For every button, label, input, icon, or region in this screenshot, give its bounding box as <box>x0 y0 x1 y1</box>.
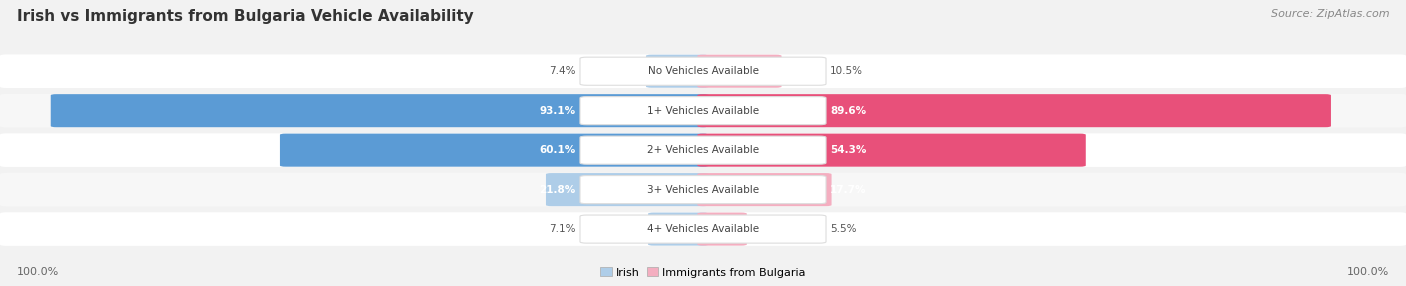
Text: No Vehicles Available: No Vehicles Available <box>648 66 758 76</box>
FancyBboxPatch shape <box>0 212 1406 246</box>
Text: 54.3%: 54.3% <box>830 145 866 155</box>
FancyBboxPatch shape <box>645 55 709 88</box>
FancyBboxPatch shape <box>697 212 747 246</box>
FancyBboxPatch shape <box>581 176 827 204</box>
Text: 1+ Vehicles Available: 1+ Vehicles Available <box>647 106 759 116</box>
FancyBboxPatch shape <box>581 215 827 243</box>
Text: 93.1%: 93.1% <box>540 106 576 116</box>
Text: 60.1%: 60.1% <box>540 145 576 155</box>
FancyBboxPatch shape <box>0 54 1406 88</box>
Text: 5.5%: 5.5% <box>830 224 856 234</box>
Legend: Irish, Immigrants from Bulgaria: Irish, Immigrants from Bulgaria <box>600 267 806 278</box>
Text: 100.0%: 100.0% <box>17 267 59 277</box>
Text: 10.5%: 10.5% <box>830 66 863 76</box>
Text: 3+ Vehicles Available: 3+ Vehicles Available <box>647 185 759 194</box>
FancyBboxPatch shape <box>546 173 709 206</box>
FancyBboxPatch shape <box>280 134 709 167</box>
FancyBboxPatch shape <box>51 94 709 127</box>
Text: 7.4%: 7.4% <box>550 66 576 76</box>
Text: 7.1%: 7.1% <box>550 224 576 234</box>
Text: 2+ Vehicles Available: 2+ Vehicles Available <box>647 145 759 155</box>
FancyBboxPatch shape <box>697 173 831 206</box>
FancyBboxPatch shape <box>0 94 1406 128</box>
FancyBboxPatch shape <box>0 173 1406 206</box>
Text: 89.6%: 89.6% <box>830 106 866 116</box>
Text: 4+ Vehicles Available: 4+ Vehicles Available <box>647 224 759 234</box>
FancyBboxPatch shape <box>581 136 827 164</box>
Text: Irish vs Immigrants from Bulgaria Vehicle Availability: Irish vs Immigrants from Bulgaria Vehicl… <box>17 9 474 23</box>
FancyBboxPatch shape <box>697 134 1085 167</box>
Text: 17.7%: 17.7% <box>830 185 866 194</box>
FancyBboxPatch shape <box>581 57 827 85</box>
Text: Source: ZipAtlas.com: Source: ZipAtlas.com <box>1271 9 1389 19</box>
FancyBboxPatch shape <box>0 133 1406 167</box>
FancyBboxPatch shape <box>697 55 782 88</box>
FancyBboxPatch shape <box>697 94 1331 127</box>
Text: 100.0%: 100.0% <box>1347 267 1389 277</box>
FancyBboxPatch shape <box>581 97 827 125</box>
Text: 21.8%: 21.8% <box>540 185 576 194</box>
FancyBboxPatch shape <box>648 212 709 246</box>
